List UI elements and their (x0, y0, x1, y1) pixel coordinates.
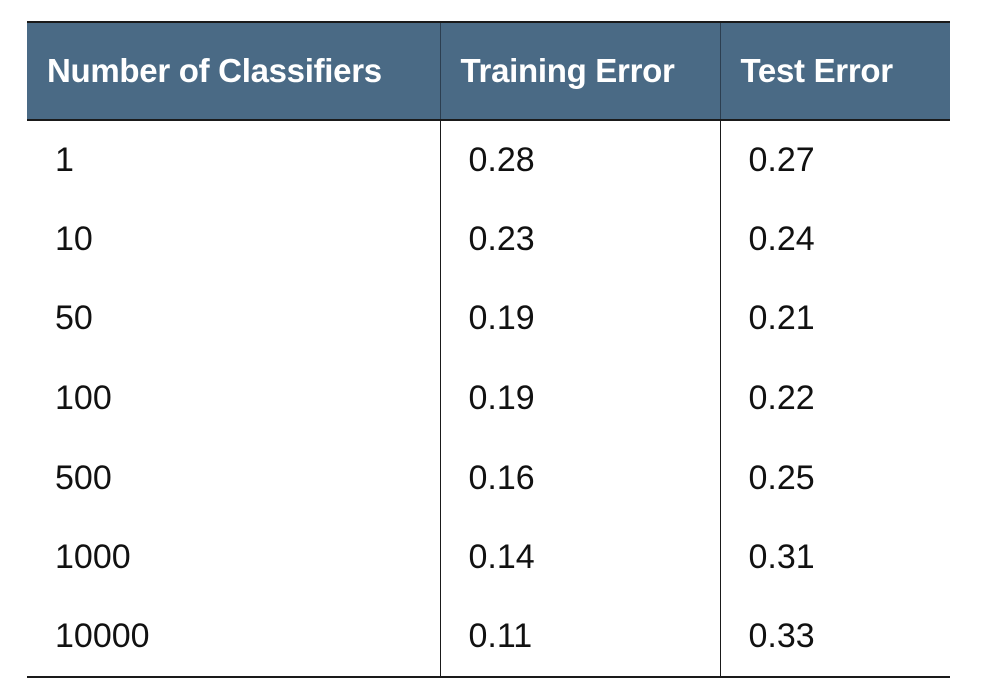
cell-classifiers: 50 (55, 299, 93, 338)
cell-training-error: 0.19 (439, 358, 720, 439)
table-row: 500 0.16 0.25 (27, 438, 950, 518)
cell-classifiers: 500 (55, 458, 112, 497)
table-row: 10000 0.11 0.33 (27, 597, 950, 679)
cell-test-error: 0.27 (719, 120, 950, 200)
header-number-of-classifiers: Number of Classifiers (27, 21, 440, 121)
header-test-error: Test Error (719, 21, 950, 121)
cell-test-error: 0.22 (719, 358, 950, 439)
cell-classifiers: 10 (55, 219, 93, 258)
cell-classifiers: 100 (55, 379, 112, 418)
cell-test-error: 0.31 (719, 517, 950, 598)
table-header: Number of Classifiers Training Error Tes… (27, 21, 950, 121)
cell-classifiers: 10000 (27, 597, 440, 679)
cell-test-error: 0.21 (719, 279, 950, 359)
error-table: Number of Classifiers Training Error Tes… (27, 21, 950, 679)
table-row: 50 0.19 0.21 (27, 279, 950, 359)
table-row: 100 0.19 0.22 (27, 358, 950, 439)
error-table-container: Number of Classifiers Training Error Tes… (27, 21, 950, 679)
cell-training-error: 0.11 (439, 597, 720, 679)
header-row: Number of Classifiers Training Error Tes… (27, 21, 950, 121)
table-row: 10 0.23 0.24 (27, 199, 950, 280)
table-row: 1000 0.14 0.31 (27, 517, 950, 598)
cell-test-error: 0.24 (719, 199, 950, 280)
table-body: 1 0.28 0.27 10 0.23 0.24 50 0.19 0.21 10… (27, 120, 950, 679)
cell-classifiers: 1 (55, 140, 74, 179)
cell-training-error: 0.23 (439, 199, 720, 280)
cell-test-error: 0.25 (719, 438, 950, 518)
cell-training-error: 0.16 (439, 438, 720, 518)
cell-training-error: 0.14 (439, 517, 720, 598)
cell-training-error: 0.28 (439, 120, 720, 200)
header-training-error: Training Error (439, 21, 720, 121)
table-row: 1 0.28 0.27 (27, 120, 950, 200)
cell-test-error: 0.33 (719, 597, 950, 679)
cell-classifiers: 1000 (55, 538, 131, 577)
cell-training-error: 0.19 (439, 279, 720, 359)
